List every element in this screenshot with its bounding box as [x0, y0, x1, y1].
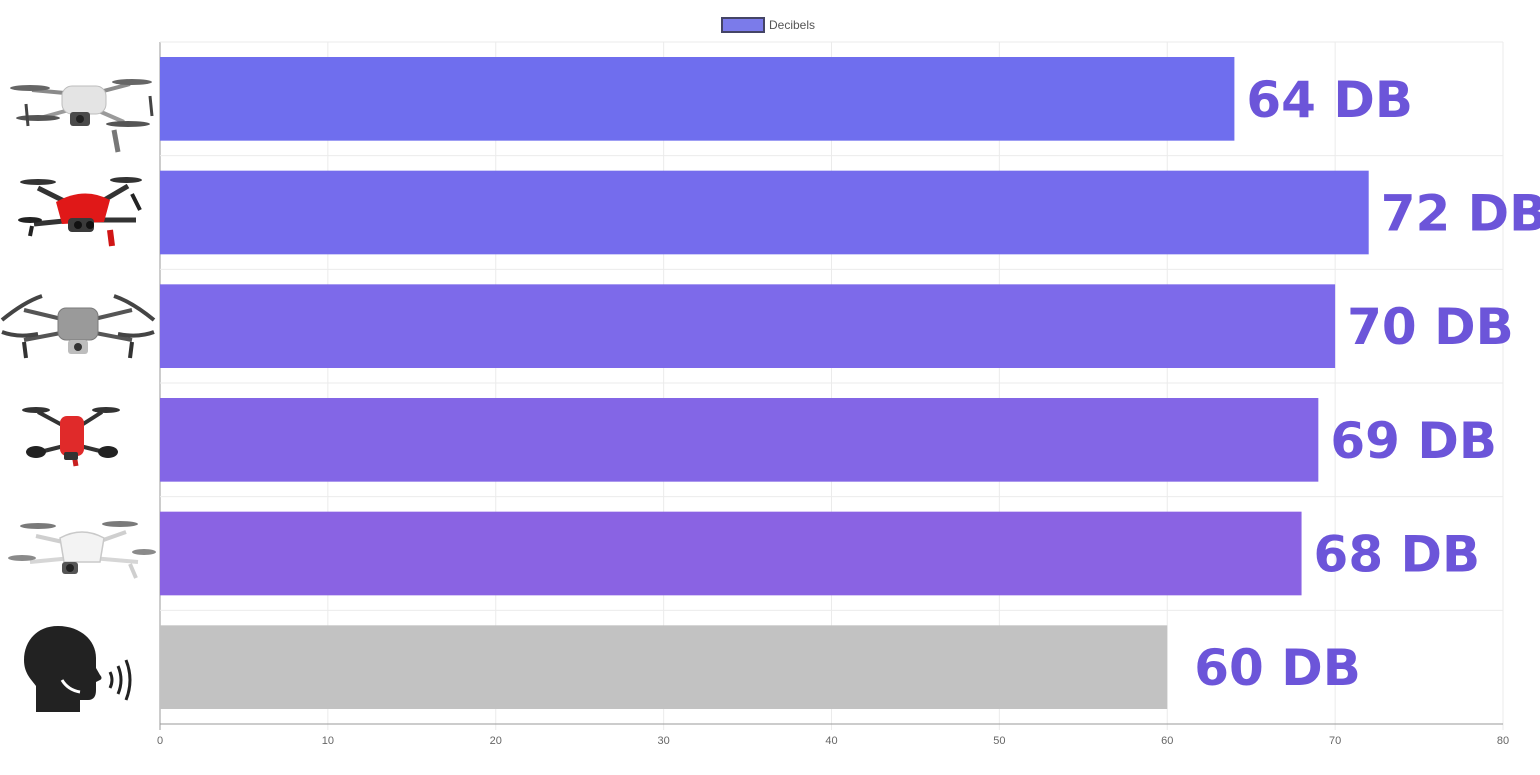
value-label-3: 70 DB — [1347, 298, 1514, 356]
legend-label: Decibels — [769, 18, 815, 32]
bar-5[interactable] — [160, 511, 1302, 596]
legend[interactable]: Decibels — [721, 17, 815, 33]
x-tick-label: 50 — [993, 735, 1005, 747]
x-axis-ticks: 0 10 20 30 40 50 60 70 80 — [157, 735, 1509, 747]
value-label-2: 72 DB — [1381, 185, 1540, 243]
value-labels: 64 DB 72 DB 70 DB 69 DB 68 DB 60 DB — [1194, 71, 1540, 697]
value-label-1: 64 DB — [1246, 71, 1413, 129]
drone-3-icon — [0, 294, 156, 359]
bar-3[interactable] — [160, 284, 1336, 368]
drone-1-icon — [10, 79, 154, 153]
x-tick-label: 10 — [322, 735, 334, 747]
x-tick-label: 20 — [490, 735, 502, 747]
x-tick-label: 40 — [825, 735, 837, 747]
x-tick-label: 70 — [1329, 735, 1341, 747]
category-icons — [0, 79, 156, 712]
value-label-5: 68 DB — [1314, 526, 1481, 584]
drone-4-icon — [22, 407, 120, 467]
bar-4[interactable] — [160, 398, 1319, 482]
bar-6[interactable] — [160, 625, 1168, 709]
legend-swatch — [721, 17, 765, 33]
x-tick-label: 60 — [1161, 735, 1173, 747]
bar-2[interactable] — [160, 170, 1369, 255]
value-label-4: 69 DB — [1330, 412, 1497, 470]
human-speaking-icon — [24, 626, 132, 712]
drone-5-icon — [8, 521, 156, 579]
grid-lines — [159, 41, 1504, 730]
bars — [160, 57, 1369, 709]
x-tick-label: 0 — [157, 735, 163, 747]
value-label-6: 60 DB — [1194, 639, 1361, 697]
bar-1[interactable] — [160, 57, 1235, 141]
x-tick-label: 30 — [658, 735, 670, 747]
drone-2-icon — [18, 177, 142, 247]
x-tick-label: 80 — [1497, 735, 1509, 747]
